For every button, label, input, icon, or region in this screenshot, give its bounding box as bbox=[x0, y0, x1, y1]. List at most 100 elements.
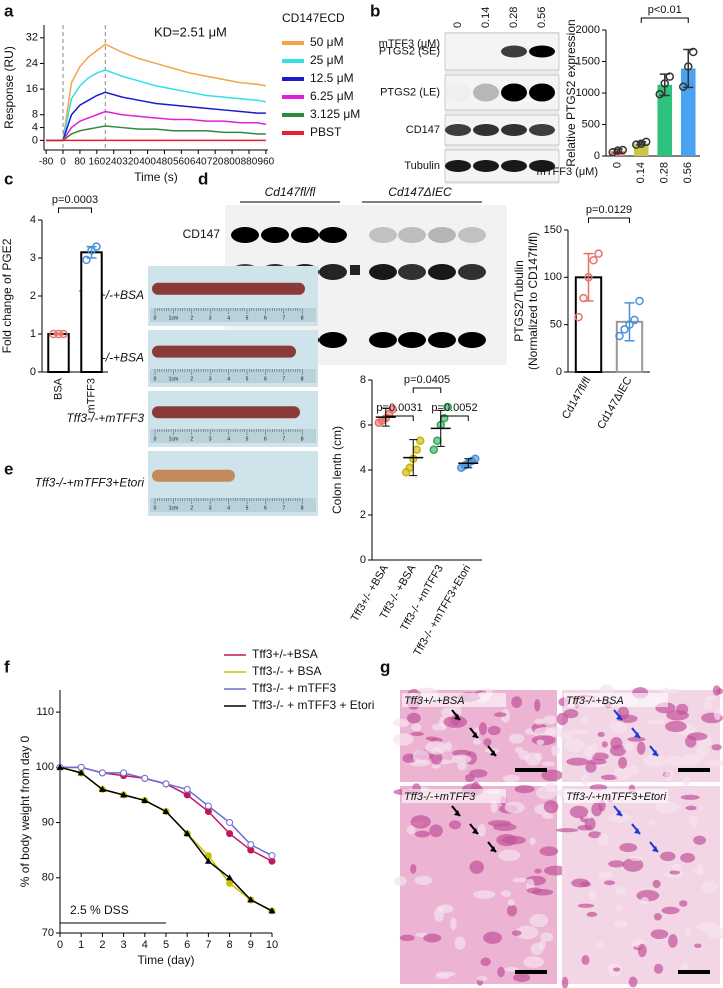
blot-band bbox=[501, 160, 527, 172]
x-tick-label: 80 bbox=[74, 157, 86, 168]
blot-row-label: CD147 bbox=[406, 124, 440, 136]
tissue bbox=[406, 825, 416, 835]
blot-band bbox=[445, 84, 471, 102]
ruler-label: 2 bbox=[190, 436, 193, 442]
tissue bbox=[648, 819, 656, 826]
tissue bbox=[487, 725, 501, 736]
ruler-label: 7 bbox=[282, 505, 285, 511]
blot-band bbox=[458, 227, 486, 243]
tissue bbox=[597, 833, 609, 847]
data-point bbox=[684, 62, 693, 71]
x-tick-label: 6 bbox=[184, 939, 190, 951]
y-tick-label: 90 bbox=[42, 816, 54, 828]
tissue bbox=[504, 801, 525, 814]
tissue bbox=[506, 904, 518, 917]
marker bbox=[226, 819, 234, 827]
blot-band bbox=[501, 83, 527, 102]
tissue bbox=[497, 966, 505, 978]
label-bg bbox=[564, 789, 668, 803]
tissue bbox=[514, 785, 535, 794]
tissue bbox=[502, 774, 520, 783]
x-tick-label: 10 bbox=[266, 939, 278, 951]
tissue bbox=[627, 736, 646, 742]
arrow-head bbox=[652, 846, 658, 852]
tissue bbox=[571, 878, 590, 888]
tissue bbox=[636, 741, 646, 755]
blot-band bbox=[369, 264, 397, 280]
ruler-label: 8 bbox=[301, 376, 304, 382]
tissue bbox=[619, 843, 638, 853]
y-tick-label: 70 bbox=[42, 927, 54, 939]
tissue bbox=[414, 875, 433, 885]
significance-label: p<0.01 bbox=[648, 4, 682, 16]
ruler-label: 8 bbox=[301, 436, 304, 442]
marker bbox=[98, 785, 106, 792]
ruler-label: 0 bbox=[154, 505, 157, 511]
marker bbox=[247, 841, 255, 849]
tissue bbox=[483, 738, 492, 747]
histology-label: Tff3+/-+BSA bbox=[404, 695, 465, 707]
significance-bracket bbox=[440, 415, 469, 421]
y-tick-label: 80 bbox=[42, 872, 54, 884]
x-tick-label: 400 bbox=[139, 157, 156, 168]
tissue bbox=[507, 899, 515, 906]
panel-label: b bbox=[370, 1, 380, 20]
significance-bracket bbox=[588, 217, 630, 223]
tissue bbox=[493, 823, 517, 831]
x-tick-label: BSA bbox=[52, 377, 64, 400]
ruler-label: 4 bbox=[227, 505, 230, 511]
tissue bbox=[577, 824, 593, 831]
tissue bbox=[469, 860, 484, 874]
y-axis-label: Colon lenth (cm) bbox=[330, 426, 344, 514]
tissue bbox=[569, 805, 589, 819]
tissue bbox=[513, 973, 531, 983]
tissue bbox=[650, 929, 669, 940]
x-tick-label: 5 bbox=[163, 939, 169, 951]
data-point bbox=[618, 145, 627, 155]
blot-lane-label: 0.56 bbox=[536, 7, 548, 28]
tissue bbox=[563, 738, 585, 753]
tissue bbox=[695, 922, 720, 932]
ruler-label: 5 bbox=[246, 505, 249, 511]
legend-label: PBST bbox=[310, 125, 342, 139]
tissue bbox=[637, 943, 647, 958]
significance-bracket bbox=[58, 207, 92, 213]
blot-band bbox=[529, 124, 555, 136]
x-tick-label: 0 bbox=[60, 157, 66, 168]
tissue bbox=[653, 963, 664, 974]
blot-band bbox=[428, 332, 456, 348]
blot-band bbox=[529, 83, 555, 102]
marker bbox=[77, 769, 85, 776]
blot-band bbox=[458, 332, 486, 348]
tissue bbox=[588, 831, 602, 839]
tissue bbox=[410, 863, 417, 874]
panel-label: e bbox=[4, 459, 13, 478]
y-tick-label: 500 bbox=[582, 118, 600, 130]
tissue bbox=[711, 744, 722, 751]
significance-label: p=0.0129 bbox=[586, 204, 632, 216]
x-axis-label: Time (day) bbox=[138, 953, 195, 967]
y-tick-label: 50 bbox=[550, 319, 562, 331]
tissue bbox=[551, 745, 560, 756]
ruler-label: 7 bbox=[282, 436, 285, 442]
blot-band bbox=[529, 160, 555, 172]
arrow-head bbox=[634, 828, 640, 834]
tissue bbox=[498, 849, 521, 862]
tissue bbox=[472, 738, 482, 745]
ruler-label: 8 bbox=[301, 505, 304, 511]
tissue bbox=[443, 715, 468, 728]
ruler-label: 5 bbox=[246, 436, 249, 442]
arrow-head bbox=[490, 846, 496, 852]
tissue bbox=[660, 851, 676, 862]
x-tick-label: 320 bbox=[122, 157, 139, 168]
tissue bbox=[566, 757, 589, 766]
colon bbox=[152, 345, 296, 358]
arrow-head bbox=[472, 732, 478, 738]
annotation: 2.5 % DSS bbox=[70, 903, 129, 917]
tissue bbox=[591, 752, 609, 761]
colon bbox=[152, 469, 235, 482]
tissue bbox=[684, 926, 692, 937]
tissue bbox=[529, 914, 549, 928]
legend-label: 3.125 μM bbox=[310, 107, 360, 121]
tissue bbox=[536, 739, 545, 746]
